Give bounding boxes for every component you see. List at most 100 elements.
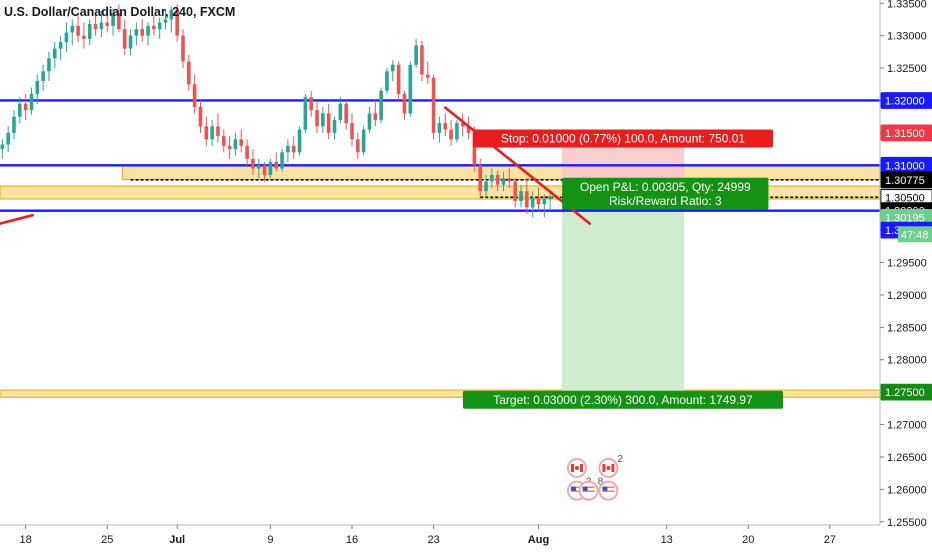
horizontal-lines-layer — [0, 99, 880, 212]
candle-body — [385, 71, 389, 91]
candle-body — [70, 25, 75, 33]
candle — [58, 35, 63, 61]
candle — [111, 8, 115, 36]
candle-body — [268, 162, 273, 175]
price-tag-text: 1.30500 — [885, 193, 925, 205]
candle-body — [484, 181, 488, 192]
candle — [280, 149, 284, 172]
candle-body — [140, 29, 144, 36]
candle — [507, 168, 512, 188]
candle — [256, 158, 261, 179]
flag-band — [611, 463, 615, 472]
price-tag[interactable]: 1.32000 — [880, 92, 932, 109]
candle-body — [187, 61, 191, 85]
us-event-icon[interactable] — [598, 480, 619, 501]
stop-label-text: Stop: 0.01000 (0.77%) 100.0, Amount: 750… — [501, 131, 746, 145]
candle — [466, 116, 471, 140]
price-tag[interactable]: 1.27500 — [880, 383, 932, 401]
candle — [478, 158, 483, 198]
candles-layer — [0, 4, 552, 218]
ca-event-icon[interactable]: 2 — [598, 454, 623, 478]
candle-body — [326, 113, 331, 133]
candle — [449, 119, 453, 146]
candle — [64, 22, 69, 52]
candle — [70, 19, 75, 46]
time-axis[interactable] — [0, 525, 932, 550]
price-tag[interactable]: 1.30500 — [880, 189, 932, 207]
x-tick-label: 18 — [20, 534, 32, 546]
candle-body — [82, 35, 86, 39]
candle-body — [519, 191, 523, 201]
candle — [6, 126, 10, 153]
flag-stripe — [602, 486, 615, 488]
pnl-label[interactable]: Open P&L: 0.00305, Qty: 24999Risk/Reward… — [562, 177, 769, 210]
candle-body — [99, 22, 104, 30]
y-tick-label: 1.28500 — [887, 322, 927, 334]
candle — [76, 16, 80, 43]
candle-body — [52, 48, 57, 59]
flag-band — [602, 463, 606, 472]
y-tick-label: 1.33000 — [887, 31, 927, 43]
take-profit-area[interactable] — [561, 199, 685, 394]
candle — [513, 178, 517, 208]
candle — [163, 9, 168, 30]
candle — [35, 74, 40, 104]
candle-body — [280, 152, 284, 169]
candle-body — [18, 103, 22, 117]
candle — [146, 22, 150, 46]
trend-line[interactable] — [0, 213, 34, 225]
candle — [530, 191, 535, 218]
ca-event-icon[interactable] — [566, 457, 587, 478]
candle-body — [256, 165, 261, 169]
candle — [18, 97, 22, 124]
candle — [82, 22, 86, 49]
y-tick-label: 1.28000 — [887, 355, 927, 367]
price-tag[interactable]: 1.31500 — [880, 124, 932, 142]
candle — [303, 93, 308, 133]
candle — [332, 116, 337, 140]
candle — [501, 171, 506, 192]
candle — [286, 139, 290, 163]
position-layer — [561, 134, 685, 394]
candle-body — [396, 64, 401, 94]
candle-body — [87, 23, 92, 39]
candle-body — [64, 32, 69, 43]
candle — [181, 29, 185, 69]
candle — [390, 60, 395, 82]
candle-body — [472, 132, 477, 166]
price-tag[interactable]: 1.30775 — [880, 171, 932, 189]
candle-body — [251, 158, 255, 169]
support-zone[interactable] — [121, 164, 881, 181]
x-tick-label: 9 — [267, 534, 273, 546]
candle — [356, 132, 360, 159]
candle-body — [111, 12, 115, 26]
flag-stripe — [570, 488, 583, 490]
candle — [338, 97, 343, 124]
x-tick-label: 20 — [742, 534, 754, 546]
candle-body — [530, 197, 535, 208]
target-label[interactable]: Target: 0.03000 (2.30%) 300.0, Amount: 1… — [462, 390, 784, 409]
candle — [122, 19, 127, 56]
price-tag-text: 1.32000 — [885, 95, 925, 107]
candle — [268, 158, 273, 179]
stop-label[interactable]: Stop: 0.01000 (0.77%) 100.0, Amount: 750… — [472, 129, 774, 148]
candle-body — [262, 165, 267, 175]
x-tick-label: 13 — [661, 534, 673, 546]
pnl-label-text: Open P&L: 0.00305, Qty: 24999 — [580, 180, 751, 194]
price-tag[interactable]: 1.31000 — [880, 156, 932, 174]
price-tags-layer: 1.320001.315001.310001.307751.305061.305… — [880, 92, 932, 401]
candle — [12, 110, 16, 140]
candle — [134, 22, 139, 46]
us-event-icon[interactable]: 8 — [578, 477, 604, 501]
price-axis[interactable] — [880, 0, 932, 550]
candle-body — [466, 126, 471, 133]
candle — [87, 19, 92, 46]
candle — [0, 139, 5, 159]
candle — [297, 126, 302, 156]
candle-body — [152, 25, 156, 30]
candle-body — [309, 97, 314, 111]
candle — [495, 170, 500, 192]
price-tag-text: 1.31500 — [885, 128, 925, 140]
